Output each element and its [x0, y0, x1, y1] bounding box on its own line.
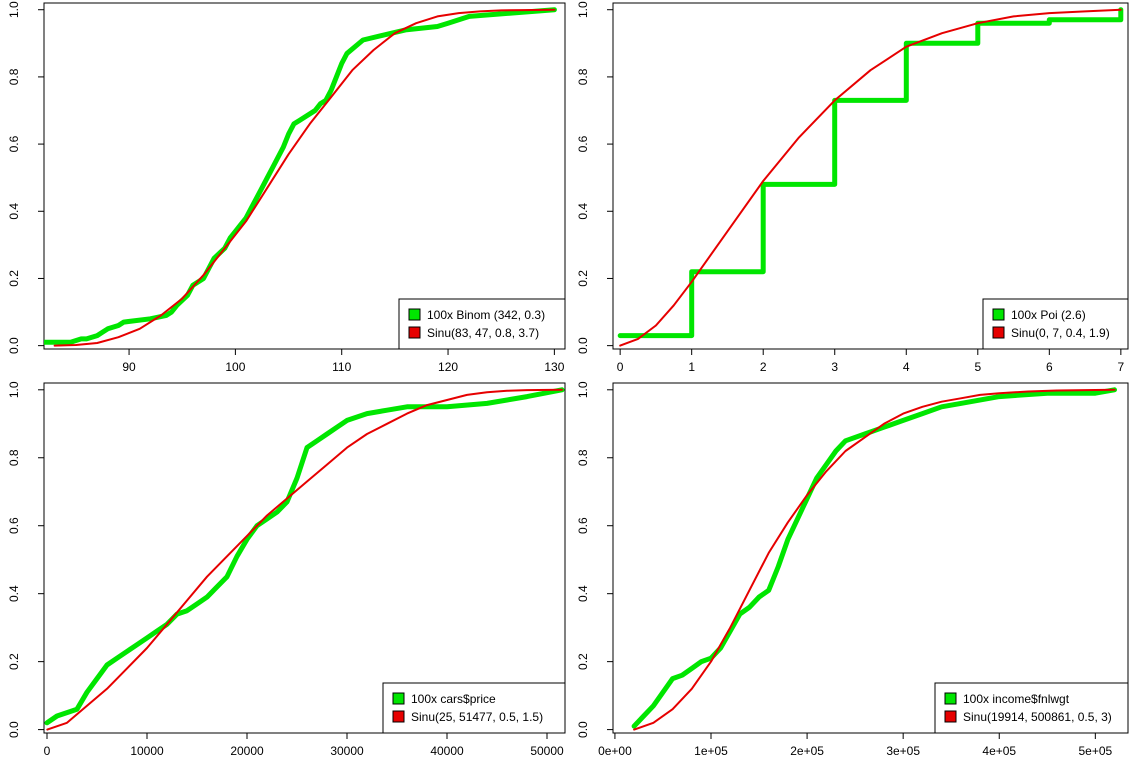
x-tick-label: 7 [1118, 360, 1125, 374]
x-tick-label: 50000 [530, 744, 564, 758]
y-tick-label: 0.0 [576, 721, 590, 738]
legend-label: 100x Poi (2.6) [1011, 308, 1086, 322]
x-tick-label: 20000 [230, 744, 264, 758]
empirical-cdf-line [44, 7, 557, 345]
legend-label: 100x income$fnlwgt [963, 692, 1070, 706]
x-tick-label: 0 [44, 744, 51, 758]
plot-frame [612, 2, 1129, 350]
x-tick-label: 4e+05 [982, 744, 1016, 758]
y-tick-label: 0.6 [7, 517, 21, 534]
y-tick-label: 1.0 [7, 381, 21, 398]
fitted-curve-line [633, 388, 1116, 731]
legend-swatch [944, 692, 957, 705]
legend-swatch [992, 308, 1005, 321]
fitted-curve-line [53, 8, 556, 347]
empirical-cdf-line [631, 387, 1117, 729]
legend-label: Sinu(25, 51477, 0.5, 1.5) [411, 710, 543, 724]
y-tick-label: 0.2 [7, 270, 21, 287]
y-tick-label: 1.0 [576, 1, 590, 18]
y-tick-label: 1.0 [576, 381, 590, 398]
fitted-curve-line [46, 388, 563, 731]
legend-swatch [992, 326, 1005, 339]
empirical-cdf-line [617, 7, 1124, 339]
legend: 100x cars$price Sinu(25, 51477, 0.5, 1.5) [382, 682, 566, 734]
legend-label: 100x cars$price [411, 692, 496, 706]
x-tick-label: 6 [1046, 360, 1053, 374]
plot-frame [43, 382, 566, 734]
x-tick-label: 5 [974, 360, 981, 374]
x-tick-label: 2e+05 [790, 744, 824, 758]
y-tick-label: 0.2 [576, 270, 590, 287]
legend-swatch [944, 710, 957, 723]
legend: 100x income$fnlwgt Sinu(19914, 500861, 0.… [934, 682, 1129, 734]
y-tick-label: 0.0 [576, 337, 590, 354]
x-tick-label: 90 [122, 360, 136, 374]
y-tick-label: 0.4 [7, 585, 21, 602]
fitted-curve-line [619, 8, 1122, 347]
legend: 100x Poi (2.6) Sinu(0, 7, 0.4, 1.9) [982, 298, 1129, 350]
x-tick-label: 0 [617, 360, 624, 374]
legend-box [982, 298, 1129, 350]
y-tick-label: 0.0 [7, 337, 21, 354]
chart-panel-1: 90 100 110 120 130 0.0 0.2 0.4 0.6 0.8 1.0 100x Bin… [7, 1, 566, 374]
x-tick-label: 2 [760, 360, 767, 374]
plot-frame [612, 382, 1129, 734]
y-tick-label: 0.6 [576, 517, 590, 534]
legend-swatch [408, 308, 421, 321]
x-tick-label: 100 [225, 360, 245, 374]
legend: 100x Binom (342, 0.3) Sinu(83, 47, 0.8, 3… [398, 298, 566, 350]
y-tick-label: 0.8 [576, 68, 590, 85]
legend-box [934, 682, 1129, 734]
empirical-cdf-line [44, 387, 565, 726]
legend-label: Sinu(83, 47, 0.8, 3.7) [427, 326, 539, 340]
y-tick-label: 0.4 [576, 203, 590, 220]
x-tick-label: 1 [688, 360, 695, 374]
legend-box [382, 682, 566, 734]
y-tick-label: 0.8 [576, 449, 590, 466]
legend-label: Sinu(0, 7, 0.4, 1.9) [1011, 326, 1110, 340]
y-tick-label: 0.6 [576, 135, 590, 152]
x-tick-label: 110 [332, 360, 351, 374]
x-tick-label: 40000 [430, 744, 464, 758]
y-tick-label: 0.8 [7, 68, 21, 85]
legend-label: 100x Binom (342, 0.3) [427, 308, 545, 322]
y-tick-label: 0.4 [576, 585, 590, 602]
x-tick-label: 30000 [330, 744, 364, 758]
x-tick-label: 5e+05 [1078, 744, 1112, 758]
chart-panel-2: 0 1 2 3 4 5 6 7 0.0 0.2 0.4 0.6 0.8 1.0 100x Poi (2.6)… [576, 1, 1129, 374]
x-tick-label: 130 [544, 360, 564, 374]
y-tick-label: 0.8 [7, 449, 21, 466]
y-tick-label: 1.0 [7, 1, 21, 18]
legend-label: Sinu(19914, 500861, 0.5, 3) [963, 710, 1112, 724]
x-tick-label: 1e+05 [694, 744, 728, 758]
legend-swatch [392, 710, 405, 723]
plot-frame [43, 2, 566, 350]
chart-panel-4: 0e+00 1e+05 2e+05 3e+05 4e+05 5e+05 0.0 0.2 0.4 0… [576, 381, 1129, 758]
x-tick-label: 3 [831, 360, 838, 374]
legend-swatch [392, 692, 405, 705]
y-tick-label: 0.2 [7, 653, 21, 670]
x-tick-label: 4 [903, 360, 910, 374]
x-tick-label: 0e+00 [598, 744, 632, 758]
x-tick-label: 120 [438, 360, 458, 374]
x-tick-label: 3e+05 [886, 744, 920, 758]
legend-box [398, 298, 566, 350]
y-tick-label: 0.6 [7, 135, 21, 152]
legend-swatch [408, 326, 421, 339]
chart-panel-3: 0 10000 20000 30000 40000 50000 0.0 0.2 0.4 0.6 0.… [7, 381, 566, 758]
y-tick-label: 0.0 [7, 721, 21, 738]
x-tick-label: 10000 [130, 744, 164, 758]
y-tick-label: 0.2 [576, 653, 590, 670]
y-tick-label: 0.4 [7, 203, 21, 220]
